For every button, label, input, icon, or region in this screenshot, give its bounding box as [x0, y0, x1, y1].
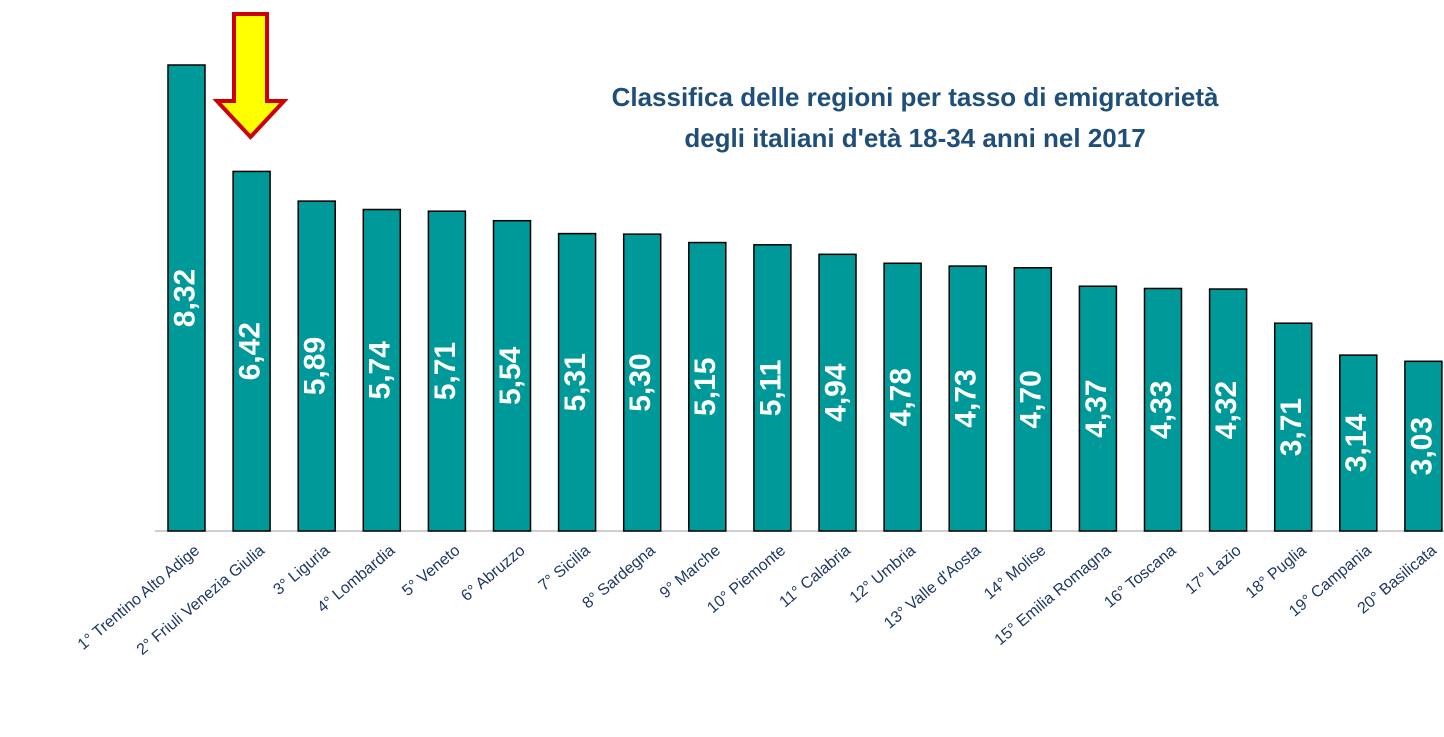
bar — [688, 241, 727, 532]
bar — [622, 233, 662, 532]
bar — [1208, 288, 1248, 532]
value-label: 4,32 — [1210, 381, 1243, 439]
bar — [232, 170, 271, 532]
bar — [1404, 360, 1443, 532]
x-tick-label: 6° Abruzzo — [458, 542, 528, 605]
value-label: 3,71 — [1275, 398, 1308, 456]
value-label: 4,94 — [819, 363, 852, 422]
value-label: 5,89 — [299, 337, 332, 395]
value-label: 3,03 — [1405, 417, 1438, 475]
value-label: 4,73 — [950, 369, 983, 427]
bar — [948, 265, 987, 532]
x-tick-label: 17° Lazio — [1183, 542, 1245, 598]
value-label: 4,33 — [1145, 381, 1178, 439]
x-tick-label: 7° Sicilia — [536, 542, 594, 595]
x-tick-label: 18° Puglia — [1243, 542, 1310, 602]
x-tick-label: 14° Molise — [981, 542, 1049, 603]
bar — [753, 244, 792, 532]
bar — [362, 208, 402, 532]
x-tick-label: 16° Toscana — [1101, 542, 1179, 612]
x-tick-label: 2° Friuli Venezia Giulia — [134, 542, 268, 659]
x-tick-label: 5° Veneto — [399, 542, 463, 600]
value-label: 5,11 — [754, 360, 787, 417]
x-tick-label: 3° Liguria — [270, 542, 333, 599]
value-label: 5,31 — [559, 353, 592, 411]
bar — [1339, 354, 1378, 532]
chart-title: Classifica delle regioni per tasso di em… — [612, 82, 1219, 112]
bar — [1013, 267, 1053, 532]
value-label: 4,70 — [1015, 370, 1048, 428]
bar — [883, 262, 922, 532]
bar — [427, 210, 467, 532]
value-label: 5,74 — [364, 341, 397, 400]
value-label: 4,37 — [1080, 379, 1113, 437]
value-label: 5,15 — [689, 358, 722, 416]
x-tick-label: 9° Marche — [657, 542, 724, 602]
bar — [557, 232, 597, 532]
bar — [167, 64, 206, 532]
bar — [818, 253, 857, 532]
bar — [1143, 287, 1183, 532]
bar — [1273, 322, 1313, 532]
value-label: 5,54 — [494, 346, 527, 405]
value-label: 3,14 — [1340, 414, 1373, 473]
value-label: 8,32 — [168, 269, 201, 327]
value-label: 5,71 — [429, 342, 462, 400]
x-tick-label: 11° Calabria — [776, 542, 854, 611]
value-label: 4,78 — [885, 368, 918, 426]
value-label: 5,30 — [624, 353, 657, 411]
x-tick-label: 15° Emilia Romagna — [992, 542, 1115, 649]
value-label: 6,42 — [234, 322, 267, 380]
bar — [1078, 285, 1118, 532]
highlight-arrow — [212, 12, 289, 140]
x-tick-label: 1° Trentino Alto Adige — [75, 542, 203, 654]
bar — [297, 200, 336, 532]
chart-title: degli italiani d'età 18-34 anni nel 2017 — [684, 123, 1145, 153]
bar — [492, 219, 532, 532]
